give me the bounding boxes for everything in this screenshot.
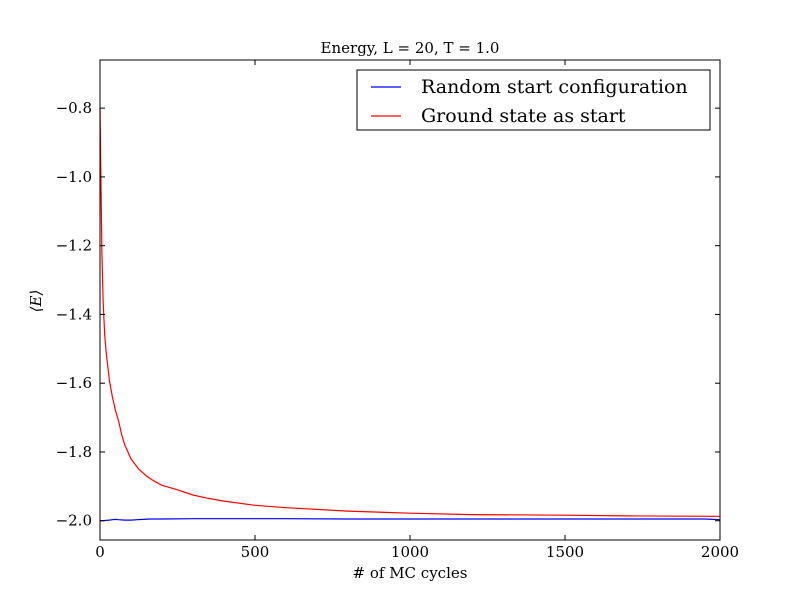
x-tick-label: 0: [95, 543, 105, 561]
legend-label: Random start configuration: [421, 76, 688, 98]
ticks-layer: 0 500 1000 1500 2000 −0.8 −1.0 −1.2 −1.4 −1.6 −1.8…: [56, 60, 739, 561]
y-tick-label: −1.6: [56, 374, 92, 392]
y-axis-label: ⟨E⟩: [27, 290, 45, 313]
series-line-ground-state: [99, 108, 721, 517]
y-tick-label: −1.0: [56, 168, 92, 186]
x-tick-label: 1000: [391, 543, 429, 561]
legend: Random start configuration Ground state a…: [356, 69, 711, 131]
x-tick-label: 2000: [701, 543, 739, 561]
y-tick-label: −2.0: [56, 512, 92, 530]
y-tick-label: −1.2: [56, 237, 92, 255]
legend-label: Ground state as start: [421, 105, 626, 127]
y-tick-label: −0.8: [56, 99, 92, 117]
x-axis-label: # of MC cycles: [353, 564, 468, 582]
x-tick-label: 1500: [546, 543, 584, 561]
chart-title: Energy, L = 20, T = 1.0: [321, 39, 500, 57]
y-tick-label: −1.8: [56, 443, 92, 461]
x-tick-label: 500: [241, 543, 270, 561]
legend-frame: [356, 69, 711, 131]
series-layer: [99, 108, 721, 522]
series-line-random-start: [100, 518, 721, 522]
y-tick-label: −1.4: [56, 305, 92, 323]
